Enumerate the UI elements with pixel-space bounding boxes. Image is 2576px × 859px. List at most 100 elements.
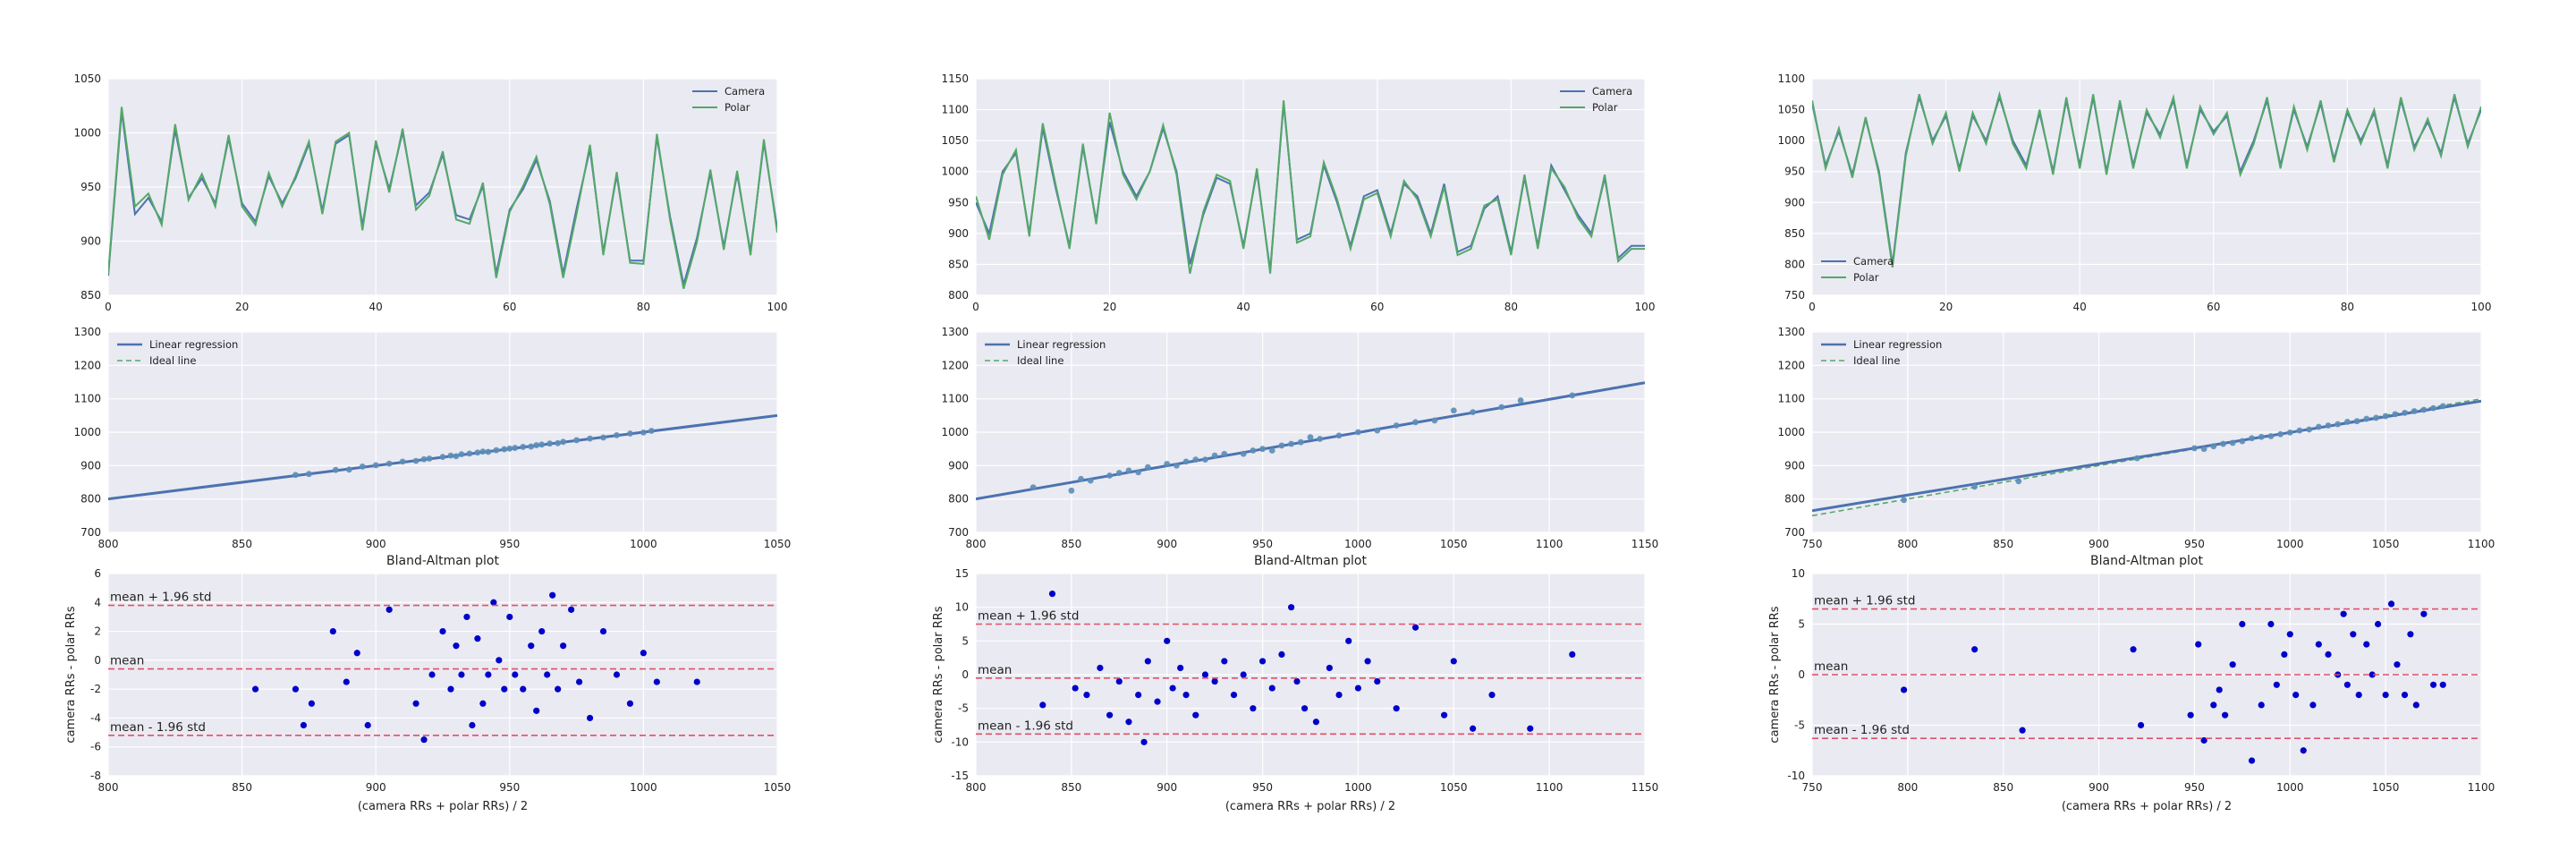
data-point	[2363, 641, 2370, 648]
data-point	[2363, 415, 2370, 422]
data-point	[640, 650, 648, 657]
data-point	[469, 721, 476, 729]
data-point	[1517, 397, 1524, 404]
data-point	[640, 429, 647, 436]
data-point	[479, 700, 487, 707]
data-point	[412, 700, 419, 707]
data-point	[1144, 658, 1151, 665]
data-point	[2334, 421, 2342, 428]
data-point	[1268, 447, 1275, 454]
y-tick-label: 950	[948, 196, 969, 208]
reference-line-label: mean	[1814, 659, 1848, 674]
data-point	[1317, 436, 1324, 442]
data-point	[453, 642, 460, 650]
y-tick-label: 1100	[1777, 72, 1805, 85]
data-point	[600, 434, 606, 441]
data-point	[300, 721, 308, 729]
data-point	[2306, 426, 2313, 433]
y-tick-label: 5	[1798, 618, 1805, 631]
data-point	[2191, 445, 2198, 452]
x-tick-label: 850	[1993, 538, 2013, 550]
x-tick-label: 850	[232, 538, 252, 550]
data-point	[1097, 664, 1104, 672]
x-tick-label: 100	[1635, 301, 1656, 313]
data-point	[2355, 692, 2362, 699]
x-tick-label: 950	[499, 781, 520, 794]
reference-line-label: mean + 1.96 std	[1814, 594, 1915, 608]
x-tick-label: 950	[2184, 538, 2205, 550]
data-point	[1278, 651, 1285, 659]
y-tick-label: 800	[1784, 258, 1805, 270]
data-point	[1901, 497, 1907, 504]
data-point	[1393, 705, 1400, 712]
data-point	[2340, 610, 2347, 617]
data-point	[1288, 440, 1295, 447]
x-tick-label: 1050	[764, 538, 792, 550]
data-point	[575, 678, 583, 685]
panel-D: 800 850 900 950 1000 105070080090010001100120…	[73, 326, 791, 550]
data-point	[2258, 702, 2265, 709]
data-point	[343, 678, 350, 685]
y-tick-label: 900	[1784, 196, 1805, 208]
data-point	[1078, 475, 1084, 482]
y-tick-label: 700	[948, 526, 969, 539]
x-tick-label: 900	[1157, 538, 1177, 550]
data-point	[1192, 711, 1199, 719]
y-tick-label: 1300	[73, 326, 101, 338]
data-point	[653, 678, 660, 685]
data-point	[466, 450, 473, 457]
data-point	[2249, 435, 2255, 442]
y-tick-label: 700	[1784, 526, 1805, 539]
data-point	[2430, 404, 2436, 412]
panel-C: 0 20 40 60 80 100 750 800 850 900 950 1000 1050 1100 C…	[1777, 72, 2491, 313]
panel-F: 750 800 850 900 950 1000 1050 1100 700 800 900 1000…	[1777, 326, 2495, 550]
y-tick-label: 1050	[73, 72, 101, 85]
y-tick-label: 1100	[73, 393, 101, 405]
x-tick-label: 900	[366, 781, 386, 794]
data-point	[479, 448, 487, 455]
data-point	[549, 591, 556, 599]
x-tick-label: 1050	[2372, 538, 2400, 550]
x-tick-label: 850	[1061, 538, 1081, 550]
data-point	[1140, 738, 1148, 745]
x-tick-label: 20	[235, 301, 249, 313]
data-point	[2220, 440, 2226, 447]
data-point	[506, 445, 513, 452]
legend-label: Ideal line	[1017, 354, 1063, 367]
y-tick-label: 6	[94, 567, 101, 580]
data-point	[2344, 419, 2351, 425]
y-tick-label: 950	[80, 181, 101, 193]
data-point	[1441, 711, 1448, 719]
data-point	[1307, 434, 1314, 440]
y-tick-label: 1100	[941, 393, 969, 405]
data-point	[1115, 677, 1123, 685]
y-axis-label: camera RRs - polar RRs	[932, 606, 945, 743]
reference-line-label: mean	[110, 654, 144, 668]
x-tick-label: 1000	[1344, 781, 1372, 794]
x-tick-label: 80	[637, 301, 650, 313]
data-point	[2248, 757, 2256, 764]
data-point	[1250, 447, 1257, 454]
data-point	[1202, 456, 1208, 464]
y-tick-label: -6	[90, 741, 101, 753]
legend-label: Polar	[1853, 271, 1879, 284]
y-tick-label: 900	[80, 235, 101, 248]
x-tick-label: 950	[499, 538, 520, 550]
data-point	[1154, 698, 1161, 705]
data-point	[2350, 631, 2357, 638]
data-point	[573, 437, 580, 444]
x-axis-label: (camera RRs + polar RRs) / 2	[358, 800, 528, 813]
data-point	[2382, 692, 2389, 699]
data-point	[1169, 685, 1176, 692]
plot-area	[108, 106, 777, 289]
data-point	[2187, 711, 2194, 719]
data-point	[493, 447, 500, 454]
data-point	[1164, 461, 1171, 467]
x-tick-label: 40	[369, 301, 383, 313]
data-point	[1135, 469, 1142, 476]
series-line-polar	[976, 100, 1645, 275]
data-point	[2195, 641, 2202, 648]
data-point	[490, 599, 497, 606]
y-tick-label: -5	[1794, 719, 1805, 732]
